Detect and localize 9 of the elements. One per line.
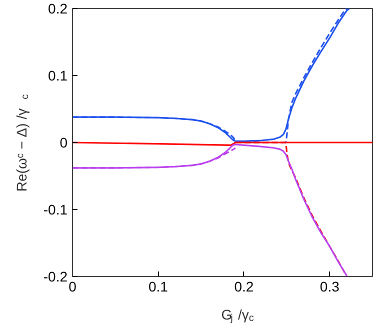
y-tick-label: 0.1 xyxy=(48,68,68,84)
x-tick-label: 0.2 xyxy=(234,278,254,294)
y-tick-label: -0.1 xyxy=(43,202,68,218)
y-tick-label: 0.2 xyxy=(48,0,68,16)
y-tick-label: -0.2 xyxy=(43,268,68,284)
x-tick-label: 0.1 xyxy=(148,278,168,294)
y-tick-label: 0 xyxy=(60,134,68,150)
y-axis-title: Re(ωᶜ − Δ) /γc xyxy=(14,94,31,192)
x-tick-label: 0.3 xyxy=(320,278,340,294)
